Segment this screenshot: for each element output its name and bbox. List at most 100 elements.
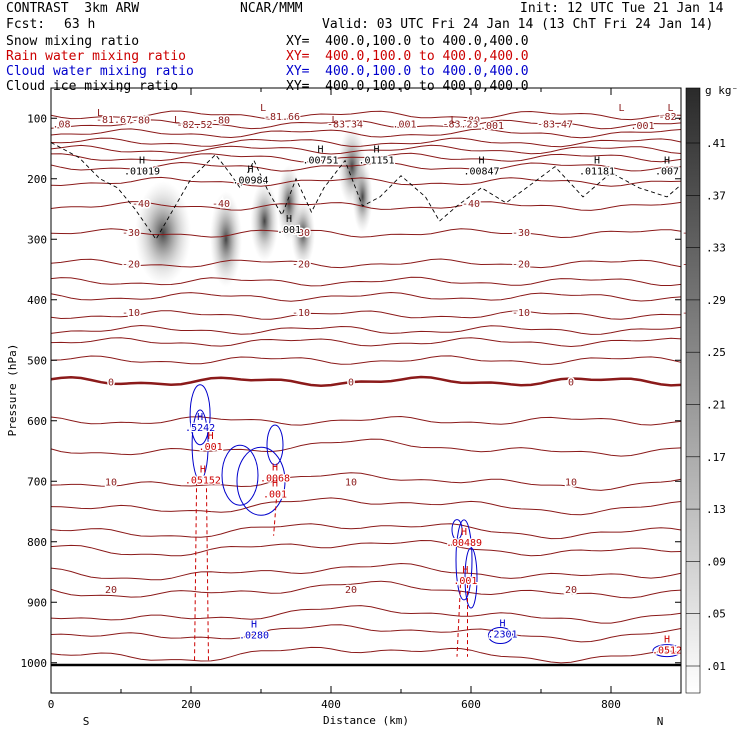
rain-maximum-marker: H — [462, 565, 468, 576]
snow-maximum-value: .001 — [277, 225, 301, 236]
cloud-ice-label: -82. — [658, 112, 682, 123]
isotherm-line — [50, 539, 682, 557]
colorbar-level: .41 — [706, 137, 726, 150]
isotherm-label: 20 — [105, 585, 117, 596]
y-tick-label: 700 — [27, 475, 47, 488]
cloud-water-maximum-value: .2301 — [487, 629, 517, 640]
x-tick-label: 400 — [321, 698, 341, 711]
cloud-water-maximum-value: .0280 — [239, 631, 269, 642]
isotherm-label: -30 — [122, 228, 140, 239]
cloud-water-maximum-marker: H — [251, 620, 257, 631]
isotherm-label: -40 — [462, 199, 480, 210]
cloud-ice-label: .001 — [480, 121, 504, 132]
cloud-water-maximum-marker: H — [499, 618, 505, 629]
isotherm-label: 20 — [565, 585, 577, 596]
snow-maximum-value: .007 — [655, 167, 679, 178]
snow-maximum-value: .01151 — [358, 156, 394, 167]
snow-maximum-marker: H — [594, 156, 600, 167]
cloud-water-contour — [464, 547, 478, 609]
isotherm-line — [50, 110, 682, 121]
isotherm-line — [50, 646, 682, 664]
cloud-ice-low-marker: L — [331, 115, 337, 126]
snow-maximum-value: .01181 — [579, 167, 615, 178]
colorbar: .41 .37 .33 .29 .25 .21 .17 .13 .09 .05 .01 — [685, 87, 726, 694]
colorbar-level: .29 — [706, 294, 726, 307]
snow-maximum-marker: H — [139, 156, 145, 167]
cloud-water-maximum-marker: H — [197, 412, 203, 423]
cloud-ice-label: -83.34 — [327, 119, 363, 130]
isotherm-line — [50, 355, 682, 365]
isotherm-line — [50, 137, 682, 148]
isotherm-label: -40 — [212, 199, 230, 210]
colorbar-level: .37 — [706, 189, 726, 202]
cloud-water-contours — [189, 384, 682, 658]
rain-maximum-value: .0512 — [652, 646, 682, 657]
cloud-ice-dashed-contour — [50, 142, 682, 241]
orientation-right: N — [657, 715, 664, 728]
snow-maximum-marker: H — [373, 145, 379, 156]
isotherm-label: -10 — [122, 308, 140, 319]
model-title: CONTRAST 3km ARW — [6, 1, 140, 16]
colorbar-unit: g kg⁻¹ — [705, 84, 740, 97]
rain-maximum-marker: H — [272, 479, 278, 490]
rain-maximum-marker: H — [208, 431, 214, 442]
cloud-ice-low-marker: L — [174, 115, 180, 126]
snow-blob — [135, 181, 191, 286]
rain-maximum-value: .001 — [263, 490, 287, 501]
cloud-water-contour — [189, 384, 211, 446]
isotherm-line — [50, 415, 682, 426]
isotherm-line — [50, 176, 682, 187]
field-rain-xy: XY= 400.0,100.0 to 400.0,400.0 — [286, 49, 529, 64]
field-snow-xy: XY= 400.0,100.0 to 400.0,400.0 — [286, 34, 529, 49]
isotherm-line — [50, 152, 682, 163]
isotherm-line — [50, 497, 682, 516]
isotherm-label: -20 — [512, 259, 530, 270]
x-tick-label: 600 — [461, 698, 481, 711]
isotherm-label: 10 — [105, 477, 117, 488]
field-rain-name: Rain water mixing ratio — [6, 49, 187, 64]
snow-maximum-value: .00847 — [463, 167, 499, 178]
snow-blob — [250, 181, 279, 262]
plot-frame — [50, 87, 682, 694]
snow-maximum-marker: H — [317, 145, 323, 156]
cloud-ice-label: -81.66 — [264, 112, 300, 123]
isotherm-line — [50, 523, 682, 540]
snow-blob — [291, 199, 315, 268]
snow-maximum-value: .01019 — [124, 167, 160, 178]
y-tick-label: 1000 — [21, 657, 48, 670]
rain-maximum-value: .00489 — [446, 538, 482, 549]
x-tick-label: 800 — [601, 698, 621, 711]
field-cloudwater-xy: XY= 400.0,100.0 to 400.0,400.0 — [286, 64, 529, 79]
rain-dashed-contour — [456, 584, 461, 657]
cloud-water-contour — [191, 409, 209, 481]
cloud-ice-label: .001 — [630, 121, 654, 132]
y-axis-label: Pressure (hPa) — [6, 344, 19, 437]
isotherm-label: 0 — [348, 377, 354, 388]
cloud-water-contour — [487, 627, 513, 645]
rain-dashed-contour — [205, 481, 209, 663]
cloud-water-contour — [266, 424, 284, 466]
cloud-ice-label: -81.67 — [96, 115, 132, 126]
isotherm-line — [50, 580, 682, 599]
rain-maximum-marker: H — [200, 465, 206, 476]
snow-maximum-marker: H — [664, 156, 670, 167]
isotherm-line — [50, 624, 682, 643]
isotherm-label: -10 — [512, 308, 530, 319]
cloud-ice-low-marker: L — [618, 103, 624, 114]
snow-maximum-marker: H — [286, 214, 292, 225]
isotherm-line — [50, 258, 682, 269]
field-cloudice-name: Cloud ice mixing ratio — [6, 79, 179, 94]
x-axis-label: Distance (km) — [323, 714, 409, 727]
isotherm-label: -80 — [132, 115, 150, 126]
snow-maximum-marker: H — [247, 165, 253, 176]
isotherm-line — [50, 228, 682, 239]
snow-maximum-value: .00984 — [232, 176, 268, 187]
colorbar-level: .13 — [706, 503, 726, 516]
rain-maximum-value: .05152 — [185, 476, 221, 487]
rain-contours — [194, 481, 468, 663]
colorbar-level: .33 — [706, 242, 726, 255]
isotherm-label: 20 — [345, 585, 357, 596]
